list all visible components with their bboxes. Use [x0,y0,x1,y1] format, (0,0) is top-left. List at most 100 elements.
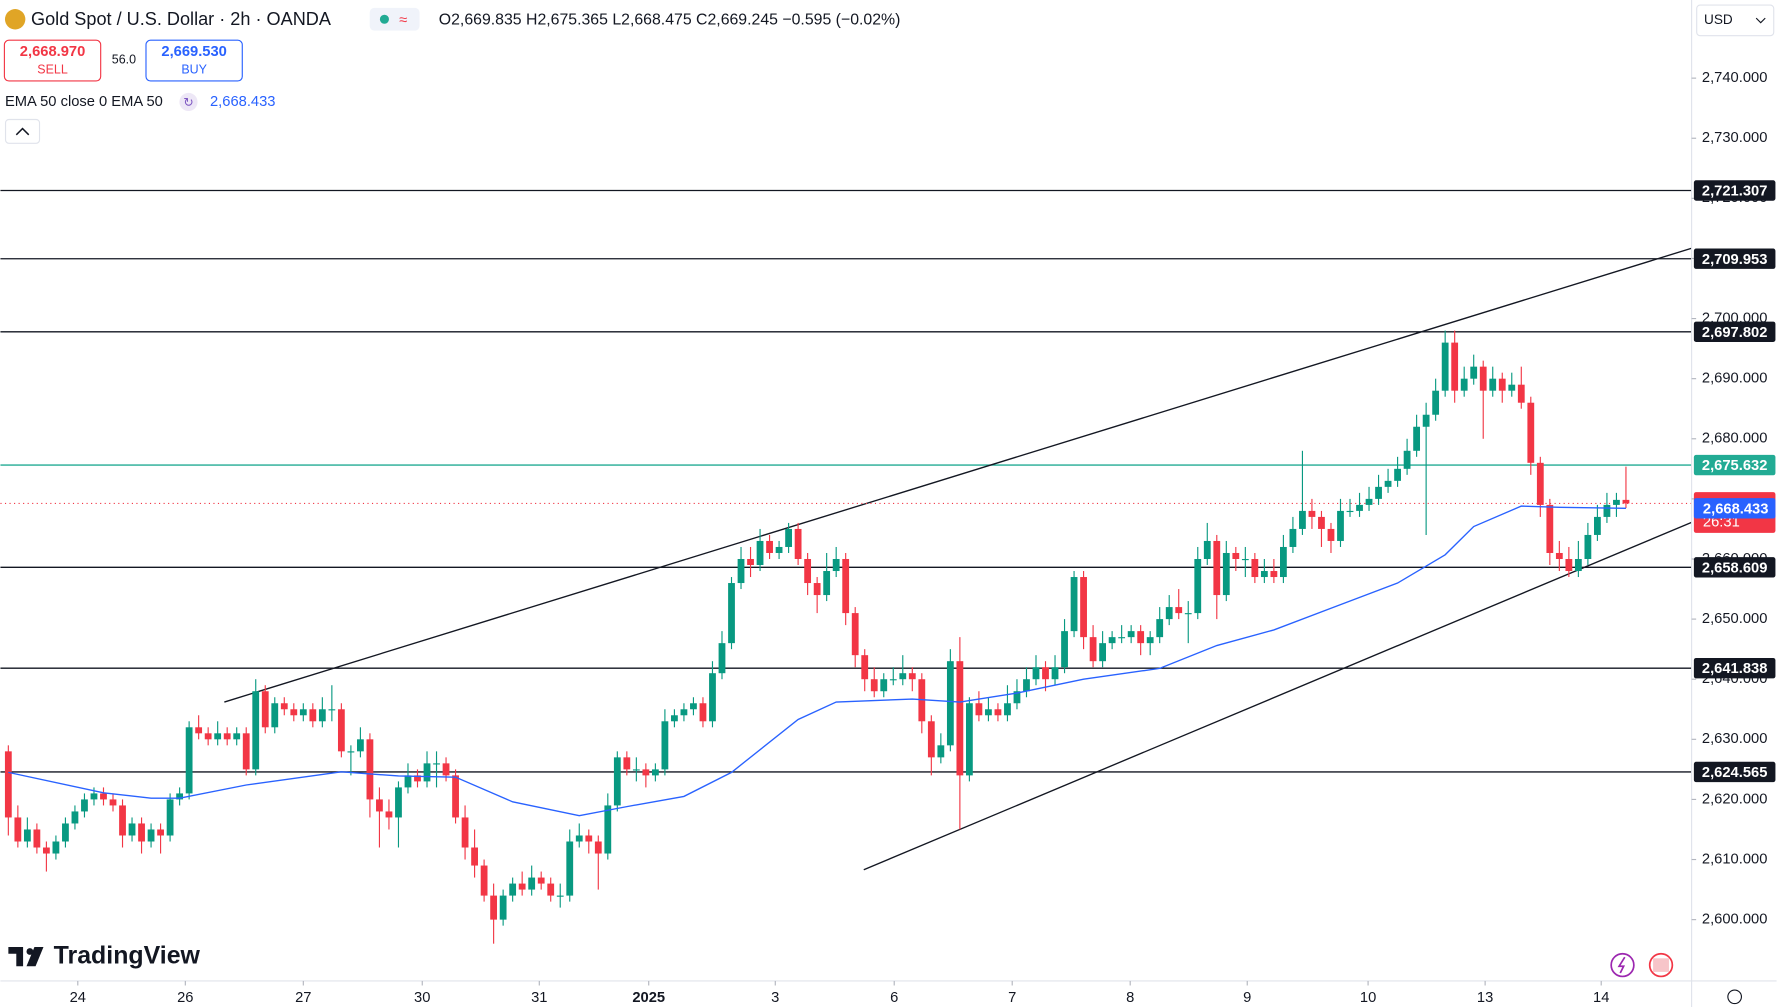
candle-body [280,703,288,710]
candle-body [528,877,536,890]
candle-body [1089,637,1097,662]
candle-body [1356,504,1363,511]
y-tick-label: 2,690.000 [1702,371,1767,387]
candle-body [461,817,469,848]
x-tick-label: 30 [414,990,430,1006]
candle-body [347,751,355,753]
plot-area [0,189,1692,944]
candle-body [14,817,22,842]
candle-body [1432,390,1440,415]
candle-body [166,799,174,836]
status-dot [379,14,389,24]
candle-body [518,883,526,890]
sell-button[interactable] [3,39,102,82]
x-tick-label: 14 [1593,990,1609,1006]
candle-body [1099,643,1107,662]
x-tick-label: 7 [1008,990,1016,1006]
candle-body [604,805,612,854]
candle-body [985,709,992,716]
currency-select[interactable] [1696,4,1775,37]
candle-body [1260,571,1268,578]
candle-body [709,673,716,722]
x-tick-label: 10 [1360,990,1376,1006]
candle-body [442,763,450,776]
indicator-icon[interactable] [179,92,198,112]
level-label: 2,675.632 [1702,458,1767,474]
candle-body [946,661,954,746]
candle-body [1194,558,1202,614]
candle-body [119,805,126,836]
candle-body [1517,384,1525,403]
x-tick-label: 24 [70,990,86,1006]
symbol-title: Gold Spot / U.S. Dollar · 2h · OANDA [31,9,332,29]
candle-body [195,727,203,734]
candle-body [1555,552,1563,559]
candle-body [1270,571,1278,578]
candle-body [100,793,107,800]
candle-body [747,558,754,566]
price-label-bg [1693,180,1776,201]
trend-line [863,521,1692,871]
alert-icon[interactable] [1610,952,1635,978]
candle-body [1508,384,1516,391]
candle-body [1413,426,1421,451]
candle-body [471,847,478,866]
candle-body [385,811,393,818]
candle-body [690,703,697,710]
candle-body [147,829,155,842]
candle-body [1241,558,1249,561]
candle-body [813,583,821,596]
price-axis: 2,600.000 2,610.000 2,620.000 2,630.000 2,64… [1691,70,1776,928]
x-tick-label: 8 [1126,990,1134,1006]
buy-label: BUY [181,63,207,77]
candle-body [1565,558,1573,572]
candle-body [1156,619,1164,638]
candle-body [651,769,659,776]
candle-body [870,679,878,692]
candle-body [994,709,1002,716]
y-tick-label: 2,740.000 [1702,70,1767,86]
dropdown-icon [1755,17,1766,24]
candle-body [233,733,241,740]
currency: USD [1704,12,1733,27]
buy-price: 2,669.530 [161,44,226,60]
settings-icon[interactable] [1727,989,1743,1005]
level-label: 2,709.953 [1702,252,1767,268]
candle-body [1013,691,1021,704]
price-label-bg [1693,761,1776,783]
price-label-bg [1693,498,1776,519]
buy-button[interactable] [145,39,243,82]
candle-body [632,769,640,771]
candle-body [271,703,279,728]
candle-body [728,583,735,644]
candle-body [804,558,812,584]
events-icon [1653,958,1669,972]
status-badge[interactable] [369,7,420,31]
candle-body [499,895,507,920]
candle-body [128,823,136,836]
candle-body [1546,504,1554,553]
level-label: 2,697.802 [1702,325,1767,341]
candle-body [204,733,212,740]
candle-body [1394,468,1401,481]
candle-body [1213,540,1221,596]
candle-body [404,775,412,788]
brand-logo [26,948,34,955]
indicator-value: 2,668.433 [210,94,275,110]
candle-body [1080,577,1087,638]
candle-body [337,709,345,752]
candle-body [556,895,564,897]
candle-body [937,745,945,758]
candle-body [880,679,888,692]
candle-body [1184,613,1192,615]
candle-body [1318,516,1325,529]
candle-body [594,841,602,854]
candle-body [252,691,260,770]
candle-body [575,835,583,842]
candle-body [927,721,935,758]
candle-body [1365,498,1373,505]
candle-body [1042,667,1049,680]
collapse-button[interactable] [4,118,41,144]
collapse-icon [15,127,30,136]
